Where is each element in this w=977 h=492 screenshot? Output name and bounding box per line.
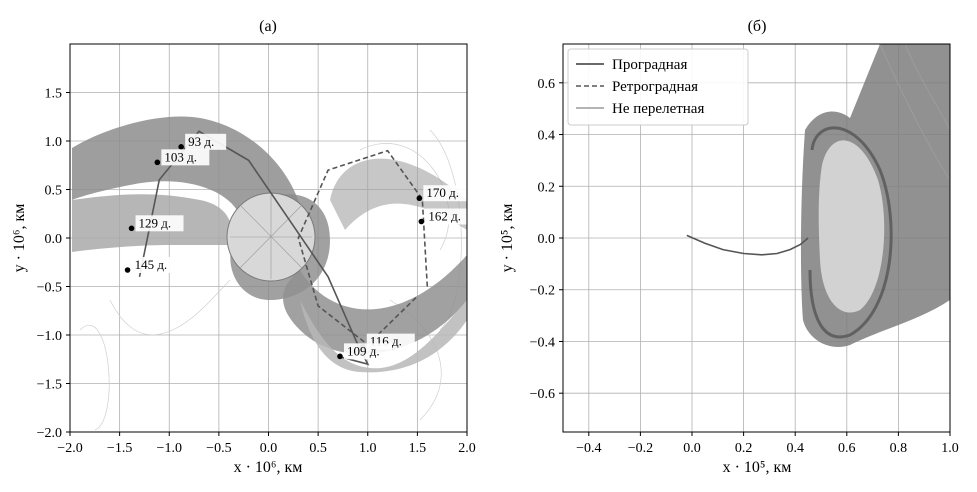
- tick-label-x: 1.5: [409, 441, 427, 456]
- tick-label-x: −1.0: [157, 441, 182, 456]
- tick-label-x: −0.2: [628, 441, 653, 456]
- tick-label-x: 0.0: [683, 441, 701, 456]
- annotation-label-bg: [131, 257, 180, 274]
- panel-a-swirl-band: [72, 116, 467, 373]
- panel-a: (а): [11, 18, 476, 476]
- tick-label-x: 0.4: [786, 441, 804, 456]
- tick-label-x: 0.0: [260, 441, 278, 456]
- tick-label-x: 0.8: [890, 441, 908, 456]
- annotation-point: [178, 144, 184, 150]
- annotation-label: 103 д.: [164, 149, 197, 164]
- annotation-point: [154, 159, 161, 166]
- tick-label-y: 0.2: [538, 180, 556, 195]
- annotation-label: 129 д.: [139, 215, 172, 230]
- annotation-label: 162 д.: [428, 209, 461, 224]
- panel-a-xlabel: x · 10⁶, км: [234, 459, 303, 476]
- swirl-band-lower-right: [283, 255, 467, 354]
- tick-label-x: 0.6: [838, 441, 856, 456]
- tick-label-y: 0.5: [45, 184, 63, 199]
- series-line-prograde: [686, 234, 809, 256]
- tick-label-x: 1.0: [941, 441, 959, 456]
- legend-box: [567, 48, 749, 126]
- annotation-label-bg: [185, 133, 227, 150]
- annotation-point: [416, 195, 423, 202]
- panel-a-plot-area: 93 д.103 д.129 д.145 д.170 д.162 д.116 д…: [72, 116, 467, 431]
- tick-label-x: 2.0: [458, 441, 476, 456]
- tick-label-y: −0.2: [530, 284, 555, 299]
- dense-region-ring: [808, 126, 893, 339]
- annotation-label-bg: [425, 208, 467, 225]
- tick-label-x: −0.4: [576, 441, 601, 456]
- annotation-label-bg: [135, 215, 184, 232]
- tick-label-y: −0.5: [37, 281, 62, 296]
- tick-label-x: 0.2: [735, 441, 753, 456]
- tick-label-y: 1.0: [45, 135, 63, 150]
- swirl-band-right-upper: [330, 158, 467, 230]
- tick-label-x: −0.5: [206, 441, 231, 456]
- tick-label-y: 0.4: [538, 129, 556, 144]
- panel-a-ylabel: y · 10⁶, км: [11, 204, 28, 273]
- tick-label-y: −0.4: [530, 335, 555, 350]
- annotation-label: 109 д.: [347, 343, 380, 358]
- dense-region-inner: [818, 140, 885, 313]
- panel-b-ylabel: y · 10⁵, км: [499, 204, 516, 273]
- panel-b-series: [686, 234, 809, 256]
- tick-label-y: 0.0: [538, 232, 556, 247]
- tick-label-y: −1.5: [37, 378, 62, 393]
- panel-b-dense-region: [800, 44, 950, 348]
- panel-b-ticks: −0.4 −0.2 0.0 0.2 0.4 0.6 0.8 1.0 −0.6 −0.4 −0.2 0.…: [530, 77, 959, 456]
- annotation-label-bg: [423, 185, 467, 202]
- panel-a-title: (а): [259, 18, 277, 35]
- panel-b-title: (б): [748, 18, 767, 35]
- tick-label-y: 0.6: [538, 77, 556, 92]
- tick-label-y: 0.0: [45, 232, 63, 247]
- tick-label-x: −1.5: [107, 441, 132, 456]
- annotation-label-bg: [343, 343, 392, 360]
- tick-label-x: −2.0: [57, 441, 82, 456]
- swirl-band-upper-left: [72, 116, 300, 215]
- panel-b: (б) −0.4 −0.2 0.0 0.2 0.4 0.6 0.8 1.0−0.6−0.4−0…: [499, 18, 959, 476]
- panel-a-annotations: 93 д.103 д.129 д.145 д.170 д.162 д.116 д…: [124, 133, 467, 360]
- annotation-point: [128, 225, 135, 232]
- annotation-label-bg: [161, 149, 210, 166]
- tick-label-y: 1.5: [45, 87, 63, 102]
- swirl-band-bottom: [300, 300, 467, 373]
- panel-a-ticks: −2.0 −1.5 −1.0 −0.5 0.0 0.5 1.0 1.5 2.0 −2.0 −1.5 −…: [37, 87, 476, 457]
- series-line-retrograde: [297, 149, 429, 346]
- annotation-label: 170 д.: [426, 185, 459, 200]
- annotation-point: [418, 218, 425, 225]
- annotation-point: [124, 267, 131, 273]
- tick-label-x: 0.5: [309, 441, 327, 456]
- tick-label-y: −0.6: [530, 387, 555, 402]
- panel-b-plot-area: [686, 44, 950, 348]
- panel-b-xlabel: x · 10⁵, км: [723, 459, 792, 476]
- annotation-point: [337, 353, 343, 360]
- legend-label-prograde: Проградная: [612, 57, 687, 73]
- annotation-label: 145 д.: [135, 257, 168, 272]
- legend-label-retrograde: Ретроградная: [612, 79, 698, 95]
- legend: Проградная Ретроградная Не перелетная: [567, 48, 749, 126]
- tick-label-y: −1.0: [37, 329, 62, 344]
- tick-label-y: −2.0: [37, 426, 62, 441]
- annotation-label: 93 д.: [188, 134, 214, 149]
- legend-label-nontransfer: Не перелетная: [612, 101, 704, 117]
- tick-label-x: 1.0: [359, 441, 377, 456]
